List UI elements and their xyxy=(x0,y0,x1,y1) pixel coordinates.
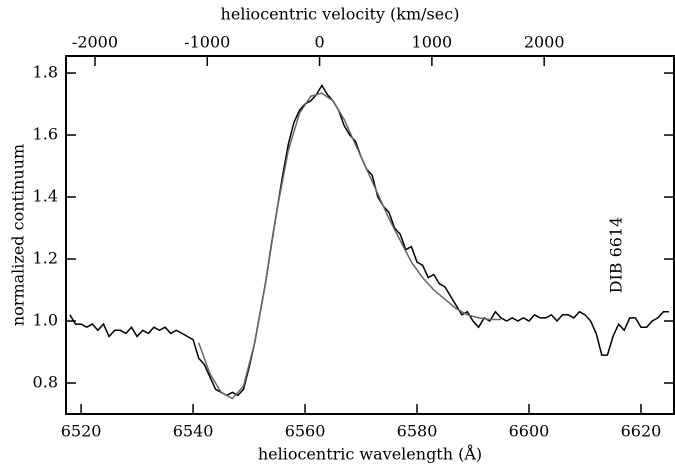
x2-tick-label: 2000 xyxy=(524,33,565,52)
y-tick-label: 1.6 xyxy=(33,125,58,144)
x2-tick-label: 0 xyxy=(314,33,324,52)
series-line xyxy=(197,92,501,400)
x-tick-label: 6520 xyxy=(61,422,102,441)
x2-tick-label: 1000 xyxy=(412,33,453,52)
plot-frame xyxy=(65,55,675,415)
annotation: DIB 6614 xyxy=(607,217,626,294)
x2-axis-label: heliocentric velocity (km/sec) xyxy=(221,5,460,24)
x-axis-label: heliocentric wavelength (Å) xyxy=(258,444,482,464)
y-tick-label: 0.8 xyxy=(33,373,58,392)
x2-tick-label: -2000 xyxy=(72,33,118,52)
x-tick-label: 6620 xyxy=(621,422,662,441)
x2-tick-label: -1000 xyxy=(184,33,230,52)
x-tick-label: 6600 xyxy=(509,422,550,441)
y-tick-label: 1.4 xyxy=(33,187,58,206)
x-tick-label: 6540 xyxy=(173,422,214,441)
y-tick-label: 1.2 xyxy=(33,249,58,268)
y-axis-label: normalized continuum xyxy=(9,144,28,326)
x-tick-label: 6560 xyxy=(285,422,326,441)
y-tick-label: 1.0 xyxy=(33,311,58,330)
x-tick-label: 6580 xyxy=(397,422,438,441)
series-line xyxy=(69,83,669,397)
y-tick-label: 1.8 xyxy=(33,63,58,82)
